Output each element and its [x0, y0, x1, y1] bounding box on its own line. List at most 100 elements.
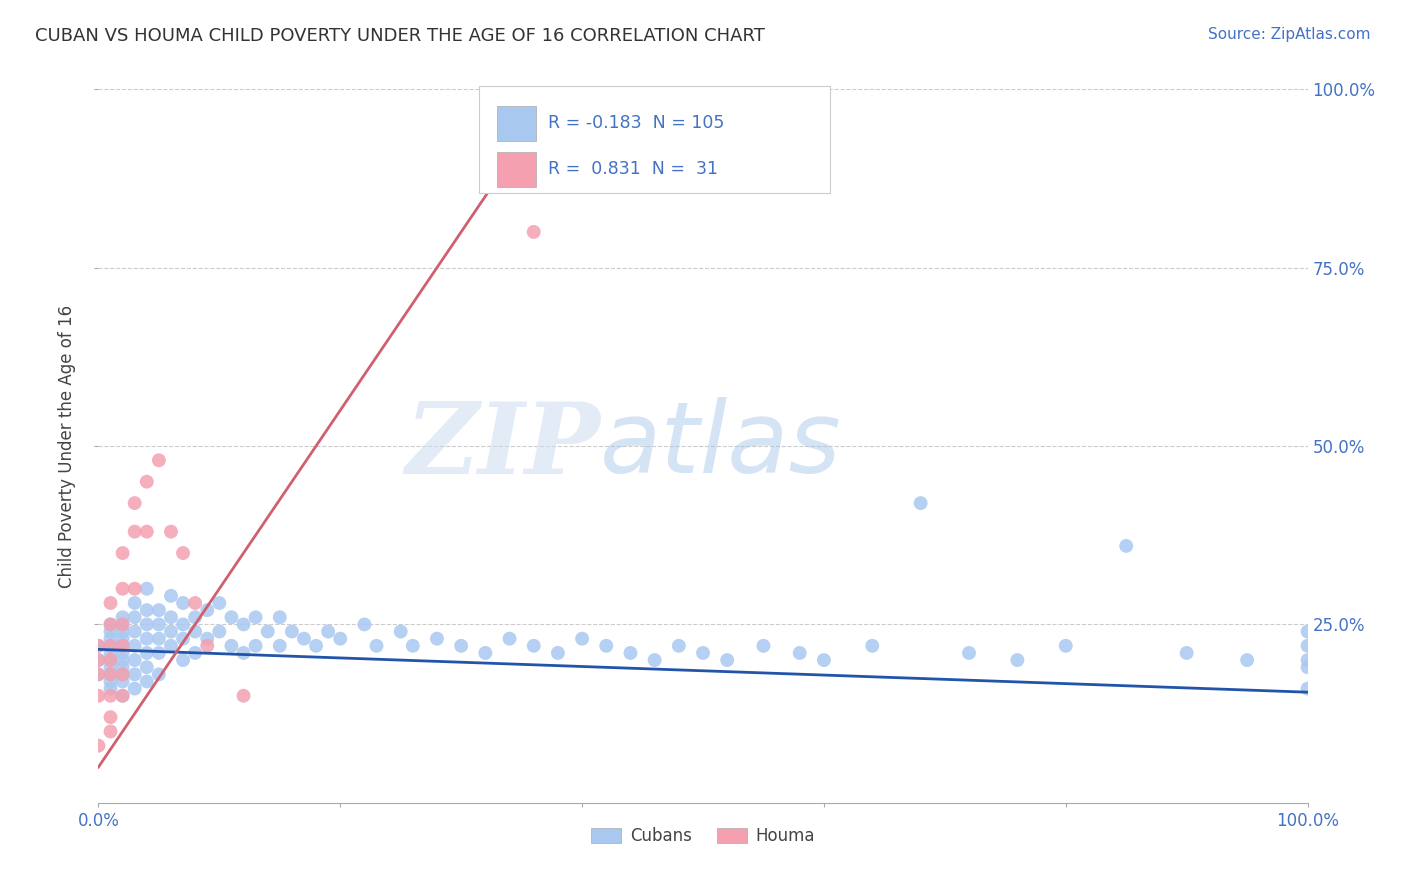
FancyBboxPatch shape [498, 105, 536, 141]
Point [111, 667, 134, 681]
Point [100, 617, 122, 632]
Point [523, 225, 546, 239]
Text: atlas: atlas [600, 398, 842, 494]
Point [450, 639, 472, 653]
Point [100, 710, 122, 724]
Point [474, 646, 496, 660]
Point [184, 610, 207, 624]
Point [148, 453, 170, 467]
Point [100, 632, 122, 646]
Point [124, 524, 146, 539]
Point [402, 639, 425, 653]
Legend: Cubans, Houma: Cubans, Houma [585, 821, 821, 852]
Point [256, 624, 278, 639]
Point [160, 624, 183, 639]
Point [111, 660, 134, 674]
Point [195, 603, 218, 617]
Y-axis label: Child Poverty Under the Age of 16: Child Poverty Under the Age of 16 [58, 304, 76, 588]
Point [221, 639, 243, 653]
Text: ZIP: ZIP [405, 398, 600, 494]
Point [87, 639, 110, 653]
Point [124, 653, 146, 667]
Point [571, 632, 593, 646]
Point [957, 646, 980, 660]
Point [111, 674, 134, 689]
Point [644, 653, 666, 667]
Point [1007, 653, 1029, 667]
Point [135, 617, 157, 632]
Point [135, 632, 157, 646]
Point [208, 624, 231, 639]
Point [595, 639, 617, 653]
Point [135, 660, 157, 674]
Text: Source: ZipAtlas.com: Source: ZipAtlas.com [1208, 27, 1371, 42]
Point [160, 639, 183, 653]
Point [135, 582, 157, 596]
Point [148, 617, 170, 632]
Point [1296, 639, 1319, 653]
Point [111, 624, 134, 639]
Point [100, 660, 122, 674]
Point [221, 610, 243, 624]
Point [184, 596, 207, 610]
Point [124, 582, 146, 596]
Text: R =  0.831  N =  31: R = 0.831 N = 31 [548, 161, 718, 178]
Point [100, 681, 122, 696]
Point [1054, 639, 1077, 653]
Point [1115, 539, 1137, 553]
Point [111, 582, 134, 596]
Point [389, 624, 412, 639]
Point [860, 639, 883, 653]
Point [87, 653, 110, 667]
Point [269, 610, 291, 624]
Point [813, 653, 835, 667]
Point [232, 646, 254, 660]
Point [232, 617, 254, 632]
Point [269, 639, 291, 653]
Point [100, 639, 122, 653]
Point [195, 632, 218, 646]
Point [172, 617, 194, 632]
Point [910, 496, 932, 510]
Point [668, 639, 690, 653]
Point [353, 617, 375, 632]
Point [87, 667, 110, 681]
Point [172, 632, 194, 646]
Point [245, 610, 267, 624]
Point [547, 646, 569, 660]
Point [172, 653, 194, 667]
Point [366, 639, 388, 653]
Point [523, 639, 546, 653]
FancyBboxPatch shape [479, 86, 830, 193]
Point [232, 689, 254, 703]
Point [100, 639, 122, 653]
Point [245, 639, 267, 653]
Point [124, 624, 146, 639]
Point [100, 646, 122, 660]
Point [87, 667, 110, 681]
Point [111, 667, 134, 681]
Text: R = -0.183  N = 105: R = -0.183 N = 105 [548, 114, 724, 132]
Point [148, 603, 170, 617]
Point [111, 653, 134, 667]
Point [100, 653, 122, 667]
Point [426, 632, 449, 646]
Point [172, 596, 194, 610]
Point [619, 646, 641, 660]
Point [692, 646, 714, 660]
Point [100, 689, 122, 703]
Point [329, 632, 352, 646]
Point [1236, 653, 1258, 667]
Point [100, 653, 122, 667]
Point [148, 646, 170, 660]
Point [281, 624, 304, 639]
Point [1296, 681, 1319, 696]
Point [87, 689, 110, 703]
Point [135, 603, 157, 617]
Point [1175, 646, 1198, 660]
Point [100, 624, 122, 639]
Point [716, 653, 738, 667]
Point [1296, 624, 1319, 639]
Point [111, 632, 134, 646]
Point [111, 546, 134, 560]
